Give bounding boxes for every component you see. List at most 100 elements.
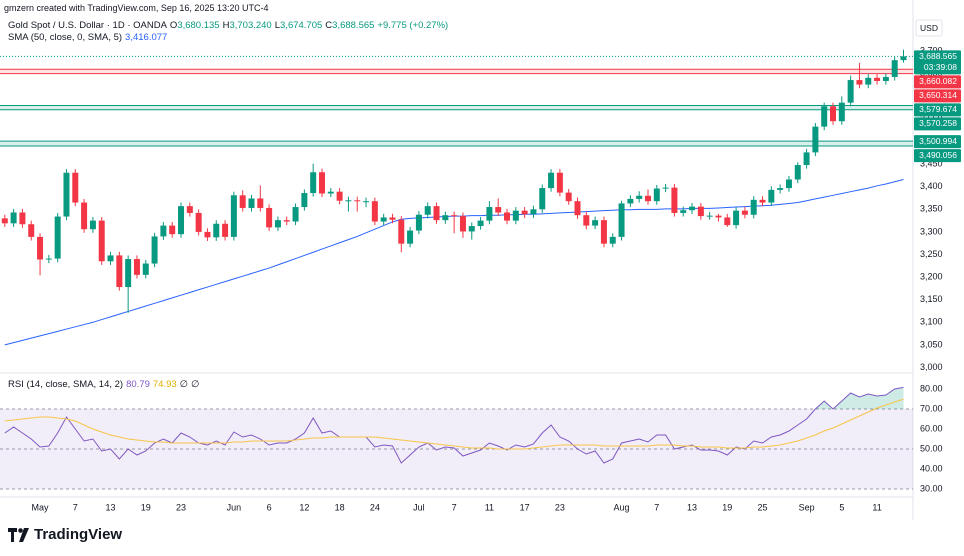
candle-body xyxy=(803,152,810,166)
price-legend: Gold Spot / U.S. Dollar · 1D · OANDA O3,6… xyxy=(8,20,451,31)
y-tick-label: 3,000 xyxy=(920,362,943,372)
candle-body xyxy=(81,202,88,230)
candle-body xyxy=(398,219,405,244)
price-label-box xyxy=(914,103,961,117)
candle-body xyxy=(415,214,422,231)
rsi-line xyxy=(4,398,904,450)
credit: gmzern created with TradingView.com, Sep… xyxy=(4,3,269,13)
candle-body xyxy=(750,199,757,215)
candle-body xyxy=(54,216,61,259)
currency-box xyxy=(915,19,943,37)
candle-body xyxy=(45,258,52,260)
price-label: 3,570.258 xyxy=(919,118,957,128)
candle-body xyxy=(838,102,845,122)
candle-body xyxy=(327,191,334,194)
price-label-box xyxy=(914,75,961,89)
x-tick-label: Jun xyxy=(227,502,242,512)
candle-body xyxy=(662,187,669,189)
x-tick-label: Jul xyxy=(413,502,425,512)
x-tick-label: 6 xyxy=(267,502,272,512)
candle-body xyxy=(204,231,211,238)
price-label-box xyxy=(914,89,961,103)
zone xyxy=(0,105,913,110)
y-tick-label: 3,250 xyxy=(920,249,943,259)
candle-body xyxy=(459,216,466,232)
candle-body xyxy=(653,188,660,202)
price-label-box xyxy=(914,50,961,75)
candle-body xyxy=(213,223,220,238)
candle-body xyxy=(371,201,378,222)
candle-body xyxy=(336,191,343,201)
x-tick-label: 12 xyxy=(299,502,309,512)
candle-body xyxy=(697,206,704,217)
y-tick-label: 3,150 xyxy=(920,294,943,304)
candle-body xyxy=(274,220,281,228)
logo-text: TradingView xyxy=(34,526,123,543)
candle-body xyxy=(812,126,819,153)
candle-body xyxy=(10,212,17,224)
sma-legend: SMA (50, close, 0, SMA, 5) 3,416.077 xyxy=(8,32,170,43)
candle-body xyxy=(28,224,35,237)
price-label: 3,688.565 xyxy=(919,51,957,61)
candle-body xyxy=(891,60,898,77)
candle-body xyxy=(671,187,678,213)
y-tick-label: 3,100 xyxy=(920,317,943,327)
candle-body xyxy=(151,236,158,264)
sma-value: 3,416.077 xyxy=(125,32,168,43)
logo: TradingView xyxy=(8,526,122,543)
x-tick-label: Sep xyxy=(799,502,815,512)
legend-value: 3,680.135 xyxy=(177,20,220,31)
candle-body xyxy=(821,106,828,127)
candle-body xyxy=(548,172,555,189)
candle-body xyxy=(345,200,352,202)
y-tick-label: 3,200 xyxy=(920,271,943,281)
candle-body xyxy=(495,207,502,213)
x-tick-label: 23 xyxy=(555,502,565,512)
candle-body xyxy=(636,195,643,199)
y-tick-label: 30.00 xyxy=(920,483,943,493)
candle-body xyxy=(442,215,449,221)
candle-body xyxy=(178,206,185,235)
zone xyxy=(0,69,913,74)
candle-body xyxy=(292,207,299,222)
candle-body xyxy=(504,212,511,221)
price-label: 3,660.082 xyxy=(919,76,957,86)
price-label-box xyxy=(914,135,961,149)
x-tick-label: 18 xyxy=(335,502,345,512)
rsi-line xyxy=(4,386,904,464)
candle-body xyxy=(724,217,731,226)
x-tick-label: 19 xyxy=(722,502,732,512)
legend-label: H xyxy=(222,20,230,31)
y-tick-label: 60.00 xyxy=(920,423,943,433)
logo-icon xyxy=(8,527,29,542)
sma-name: SMA (50, close, 0, SMA, 5) xyxy=(8,32,123,43)
candle-body xyxy=(89,220,96,230)
price-label: 3,650.314 xyxy=(919,90,957,100)
candle-body xyxy=(830,106,837,122)
candle-body xyxy=(574,201,581,216)
candle-body xyxy=(433,206,440,221)
candle-body xyxy=(759,199,766,203)
candle-body xyxy=(777,188,784,190)
candle-body xyxy=(521,210,528,215)
candle-body xyxy=(486,207,493,221)
candle-body xyxy=(160,225,167,237)
price-label: 3,500.994 xyxy=(919,136,957,146)
candle-body xyxy=(424,206,431,215)
candle-body xyxy=(785,179,792,189)
x-tick-label: 13 xyxy=(106,502,116,512)
legend-label: O xyxy=(169,20,178,31)
candle-body xyxy=(609,236,616,244)
candle-body xyxy=(768,189,775,203)
candle-body xyxy=(125,259,132,288)
x-tick-label: 13 xyxy=(687,502,697,512)
x-tick-label: 25 xyxy=(758,502,768,512)
rsi-name: RSI (14, close, SMA, 14, 2) xyxy=(8,379,124,390)
x-tick-label: May xyxy=(32,502,50,512)
candle-body xyxy=(583,215,590,226)
rsi-value: 80.79 xyxy=(126,379,150,390)
candle-body xyxy=(451,215,458,217)
legend-value: 3,703.240 xyxy=(229,20,272,31)
x-tick-label: 7 xyxy=(73,502,78,512)
candle-body xyxy=(556,172,563,193)
